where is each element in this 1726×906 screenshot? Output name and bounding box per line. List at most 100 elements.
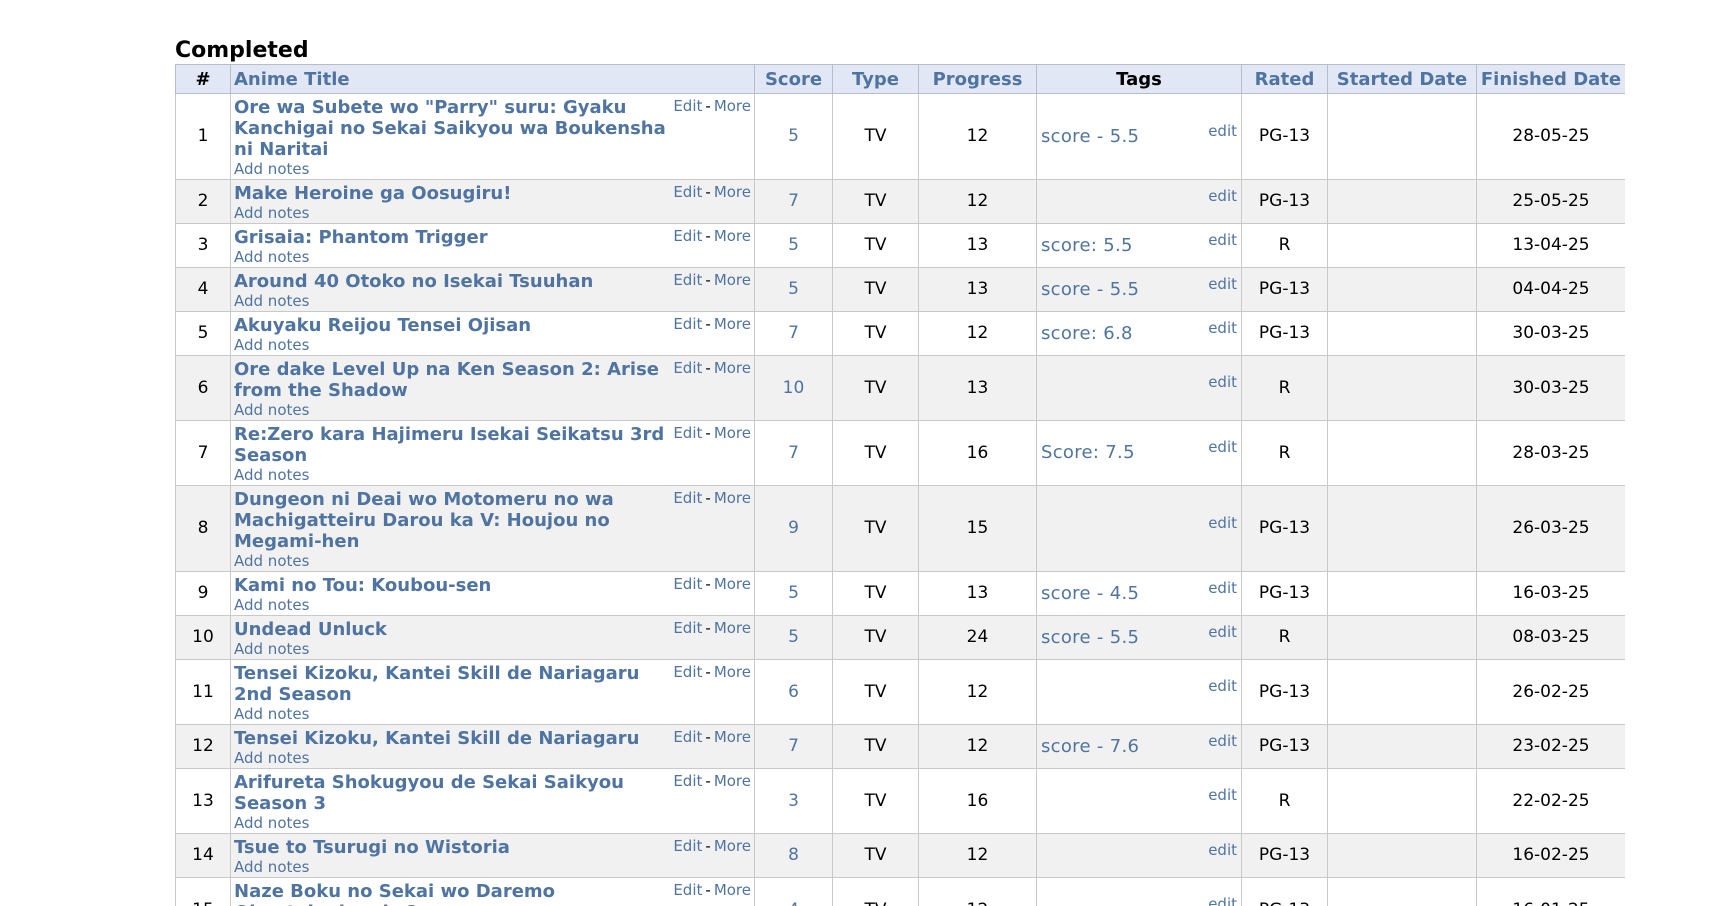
edit-link[interactable]: Edit [673, 575, 703, 593]
tag-link[interactable]: score - 5.5 [1041, 626, 1140, 648]
tag-edit-link[interactable]: edit [1208, 578, 1237, 597]
score-link[interactable]: 7 [788, 191, 799, 211]
more-link[interactable]: More [713, 663, 751, 681]
edit-link[interactable]: Edit [673, 489, 703, 507]
tag-edit-link[interactable]: edit [1208, 373, 1237, 391]
tag-link[interactable]: score - 5.5 [1041, 278, 1140, 300]
more-link[interactable]: More [713, 271, 751, 289]
tag-edit-link[interactable]: edit [1208, 677, 1237, 695]
tag-edit-link[interactable]: edit [1208, 731, 1237, 750]
more-link[interactable]: More [713, 772, 751, 790]
score-link[interactable]: 7 [788, 736, 799, 756]
more-link[interactable]: More [713, 575, 751, 593]
edit-link[interactable]: Edit [673, 663, 703, 681]
more-link[interactable]: More [713, 315, 751, 333]
score-link[interactable]: 7 [788, 323, 799, 343]
add-notes-link[interactable]: Add notes [234, 248, 310, 266]
score-link[interactable]: 8 [788, 845, 799, 865]
tag-edit-link[interactable]: edit [1208, 622, 1237, 641]
tag-link[interactable]: score: 5.5 [1041, 234, 1133, 256]
add-notes-link[interactable]: Add notes [234, 336, 310, 354]
score-link[interactable]: 5 [788, 279, 799, 299]
more-link[interactable]: More [713, 619, 751, 637]
anime-title-link[interactable]: Tensei Kizoku, Kantei Skill de Nariagaru [234, 728, 640, 749]
edit-link[interactable]: Edit [673, 183, 703, 201]
edit-link[interactable]: Edit [673, 359, 703, 377]
col-header-rated[interactable]: Rated [1241, 64, 1328, 94]
more-link[interactable]: More [713, 728, 751, 746]
anime-title-link[interactable]: Arifureta Shokugyou de Sekai Saikyou Sea… [234, 772, 624, 814]
score-link[interactable]: 4 [788, 900, 799, 906]
score-link[interactable]: 5 [788, 583, 799, 603]
score-link[interactable]: 5 [788, 126, 799, 146]
anime-title-link[interactable]: Tsue to Tsurugi no Wistoria [234, 837, 510, 858]
col-header-title[interactable]: Anime Title [230, 64, 755, 94]
tag-edit-link[interactable]: edit [1208, 513, 1237, 532]
score-link[interactable]: 7 [788, 442, 799, 463]
score-link[interactable]: 9 [788, 518, 799, 538]
edit-link[interactable]: Edit [673, 227, 703, 245]
score-link[interactable]: 5 [788, 235, 799, 255]
more-link[interactable]: More [713, 183, 751, 201]
more-link[interactable]: More [713, 837, 751, 855]
more-link[interactable]: More [713, 881, 751, 899]
tag-edit-link[interactable]: edit [1208, 786, 1237, 804]
tag-link[interactable]: score - 5.5 [1041, 125, 1140, 147]
edit-link[interactable]: Edit [673, 837, 703, 855]
tag-link[interactable]: score - 4.5 [1041, 582, 1140, 604]
tag-edit-link[interactable]: edit [1208, 438, 1237, 456]
add-notes-link[interactable]: Add notes [234, 401, 310, 419]
tag-edit-link[interactable]: edit [1208, 318, 1237, 337]
add-notes-link[interactable]: Add notes [234, 596, 310, 614]
more-link[interactable]: More [713, 359, 751, 377]
add-notes-link[interactable]: Add notes [234, 640, 310, 658]
tag-edit-link[interactable]: edit [1208, 186, 1237, 205]
tag-link[interactable]: score - 7.6 [1041, 735, 1140, 757]
anime-title-link[interactable]: Re:Zero kara Hajimeru Isekai Seikatsu 3r… [234, 424, 665, 466]
tag-link[interactable]: Score: 7.5 [1041, 442, 1135, 463]
tag-edit-link[interactable]: edit [1208, 274, 1237, 293]
anime-title-link[interactable]: Make Heroine ga Oosugiru! [234, 183, 512, 204]
anime-title-link[interactable]: Grisaia: Phantom Trigger [234, 227, 488, 248]
more-link[interactable]: More [713, 97, 751, 115]
tag-link[interactable]: score: 6.8 [1041, 322, 1133, 344]
more-link[interactable]: More [713, 227, 751, 245]
anime-title-link[interactable]: Around 40 Otoko no Isekai Tsuuhan [234, 271, 594, 292]
edit-link[interactable]: Edit [673, 772, 703, 790]
col-header-score[interactable]: Score [754, 64, 833, 94]
add-notes-link[interactable]: Add notes [234, 814, 310, 832]
tag-edit-link[interactable]: edit [1208, 840, 1237, 859]
anime-title-link[interactable]: Ore wa Subete wo "Parry" suru: Gyaku Kan… [234, 97, 666, 160]
edit-link[interactable]: Edit [673, 619, 703, 637]
edit-link[interactable]: Edit [673, 424, 703, 442]
score-link[interactable]: 3 [788, 790, 799, 811]
anime-title-link[interactable]: Undead Unluck [234, 619, 387, 640]
anime-title-link[interactable]: Tensei Kizoku, Kantei Skill de Nariagaru… [234, 663, 640, 705]
edit-link[interactable]: Edit [673, 271, 703, 289]
add-notes-link[interactable]: Add notes [234, 466, 310, 484]
anime-title-link[interactable]: Dungeon ni Deai wo Motomeru no wa Machig… [234, 489, 614, 552]
add-notes-link[interactable]: Add notes [234, 552, 310, 570]
edit-link[interactable]: Edit [673, 97, 703, 115]
score-link[interactable]: 6 [788, 681, 799, 702]
tag-edit-link[interactable]: edit [1208, 230, 1237, 249]
col-header-started-date[interactable]: Started Date [1327, 64, 1477, 94]
add-notes-link[interactable]: Add notes [234, 705, 310, 723]
tag-edit-link[interactable]: edit [1208, 121, 1237, 140]
score-link[interactable]: 10 [782, 377, 805, 398]
more-link[interactable]: More [713, 424, 751, 442]
edit-link[interactable]: Edit [673, 728, 703, 746]
anime-title-link[interactable]: Kami no Tou: Koubou-sen [234, 575, 492, 596]
col-header-type[interactable]: Type [832, 64, 919, 94]
edit-link[interactable]: Edit [673, 315, 703, 333]
add-notes-link[interactable]: Add notes [234, 160, 310, 178]
add-notes-link[interactable]: Add notes [234, 204, 310, 222]
col-header-finished-date[interactable]: Finished Date [1476, 64, 1625, 94]
add-notes-link[interactable]: Add notes [234, 749, 310, 767]
edit-link[interactable]: Edit [673, 881, 703, 899]
anime-title-link[interactable]: Akuyaku Reijou Tensei Ojisan [234, 315, 532, 336]
anime-title-link[interactable]: Ore dake Level Up na Ken Season 2: Arise… [234, 359, 659, 401]
tag-edit-link[interactable]: edit [1208, 895, 1237, 906]
col-header-progress[interactable]: Progress [918, 64, 1037, 94]
add-notes-link[interactable]: Add notes [234, 292, 310, 310]
